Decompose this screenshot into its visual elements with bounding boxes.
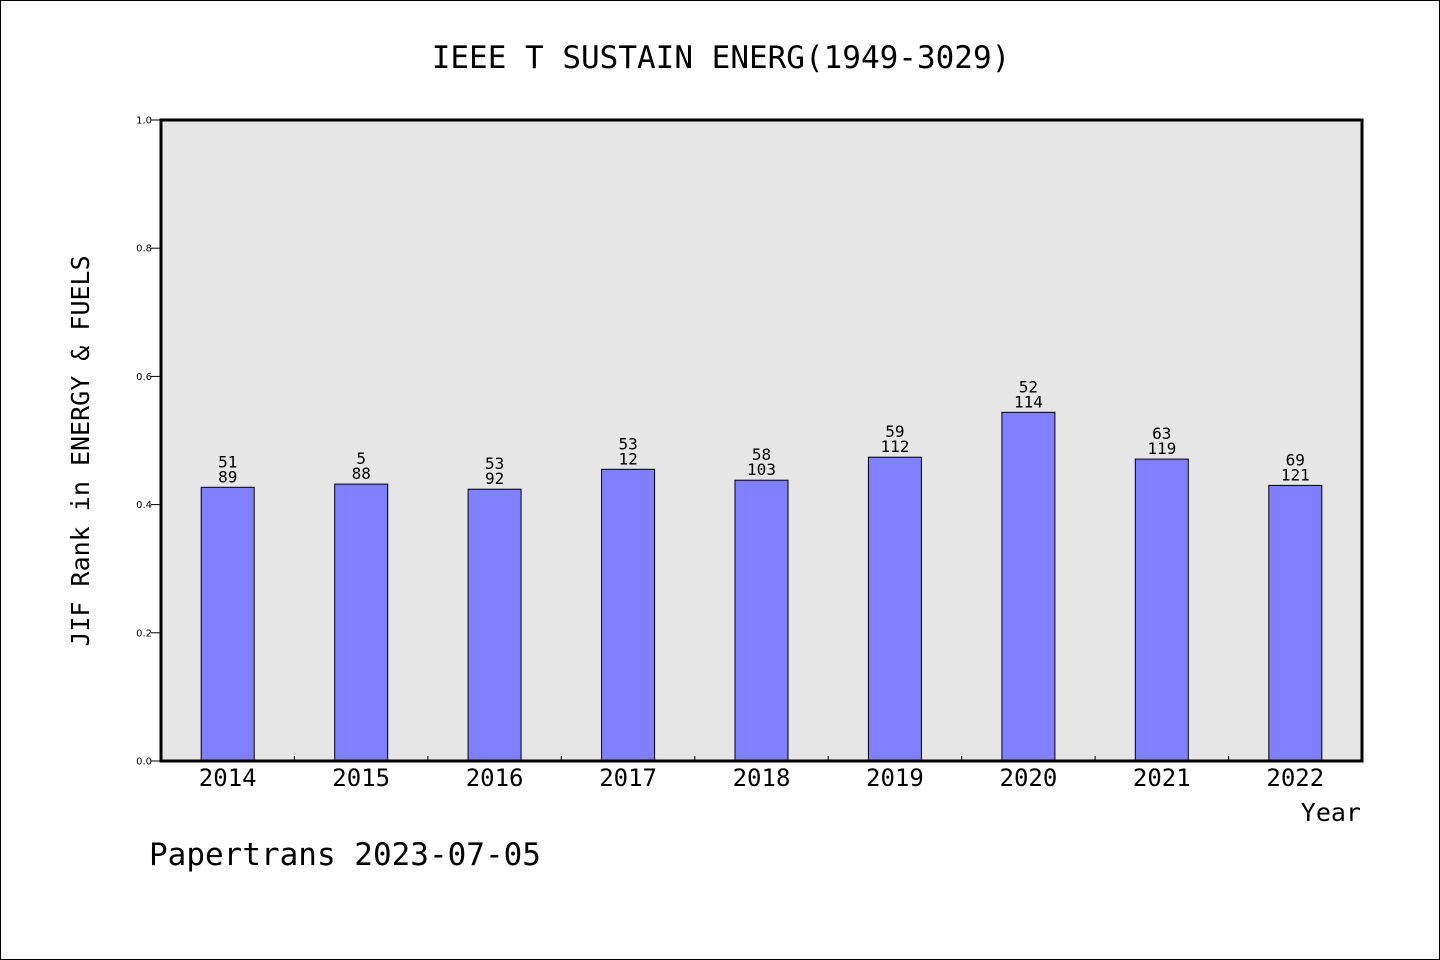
x-tick-label-2021: 2021 — [1133, 764, 1191, 792]
data-label-bottom-2019: 112 — [880, 437, 909, 456]
y-tick-label-0.0: 0.0 — [136, 757, 152, 768]
bars-group — [200, 411, 1323, 762]
bar-2018 — [734, 479, 789, 762]
chart-title: IEEE T SUSTAIN ENERG(1949-3029) — [432, 40, 1011, 76]
x-tick-label-2019: 2019 — [866, 764, 924, 792]
bar-2020 — [1001, 411, 1056, 762]
y-axis-label: JIF Rank in ENERGY & FUELS — [66, 255, 95, 646]
data-label-bottom-2015: 88 — [352, 464, 371, 483]
data-label-top-2020: 52 — [1019, 377, 1038, 396]
data-label-top-2016: 53 — [485, 454, 504, 473]
y-tick-label-0.2: 0.2 — [136, 628, 152, 639]
x-ticks-group: 2014 2015 2016 2017 2018 2019 2020 2021 2022 — [199, 756, 1324, 792]
data-label-bottom-2018: 103 — [747, 460, 776, 479]
x-tick-label-2017: 2017 — [599, 764, 657, 792]
data-label-top-2017: 53 — [618, 434, 637, 453]
y-tick-label-0.8: 0.8 — [136, 244, 152, 255]
bar-2019 — [867, 456, 922, 762]
x-tick-label-2015: 2015 — [332, 764, 390, 792]
data-label-top-2014: 51 — [218, 452, 237, 471]
data-label-bottom-2014: 89 — [218, 467, 237, 486]
bar-2022 — [1268, 484, 1323, 762]
x-tick-label-2022: 2022 — [1266, 764, 1324, 792]
y-ticks-group: 0.0 0.2 0.4 0.6 0.8 1.0 — [136, 116, 161, 768]
bar-2017 — [601, 468, 656, 762]
data-label-bottom-2022: 121 — [1281, 465, 1310, 484]
data-label-bottom-2021: 119 — [1147, 439, 1176, 458]
data-label-bottom-2016: 92 — [485, 469, 504, 488]
x-tick-label-2018: 2018 — [733, 764, 791, 792]
bar-2014 — [200, 486, 255, 762]
data-label-top-2015: 5 — [356, 449, 366, 468]
plot-border — [159, 118, 1364, 763]
data-label-top-2019: 59 — [885, 422, 904, 441]
source-footer: Papertrans 2023-07-05 — [149, 837, 541, 873]
x-axis-label: Year — [1301, 798, 1361, 827]
y-tick-label-1.0: 1.0 — [136, 116, 152, 127]
data-label-top-2018: 58 — [752, 445, 771, 464]
data-label-bottom-2020: 114 — [1014, 392, 1043, 411]
bar-2021 — [1134, 458, 1189, 762]
y-tick-label-0.6: 0.6 — [136, 372, 152, 383]
data-label-top-2021: 63 — [1152, 424, 1171, 443]
x-tick-label-2016: 2016 — [466, 764, 524, 792]
data-label-bottom-2017: 12 — [618, 449, 637, 468]
x-tick-label-2014: 2014 — [199, 764, 257, 792]
x-tick-label-2020: 2020 — [1000, 764, 1058, 792]
data-label-top-2022: 69 — [1286, 450, 1305, 469]
bar-2015 — [334, 483, 389, 762]
bar-2016 — [467, 488, 522, 762]
y-tick-label-0.4: 0.4 — [136, 500, 152, 511]
